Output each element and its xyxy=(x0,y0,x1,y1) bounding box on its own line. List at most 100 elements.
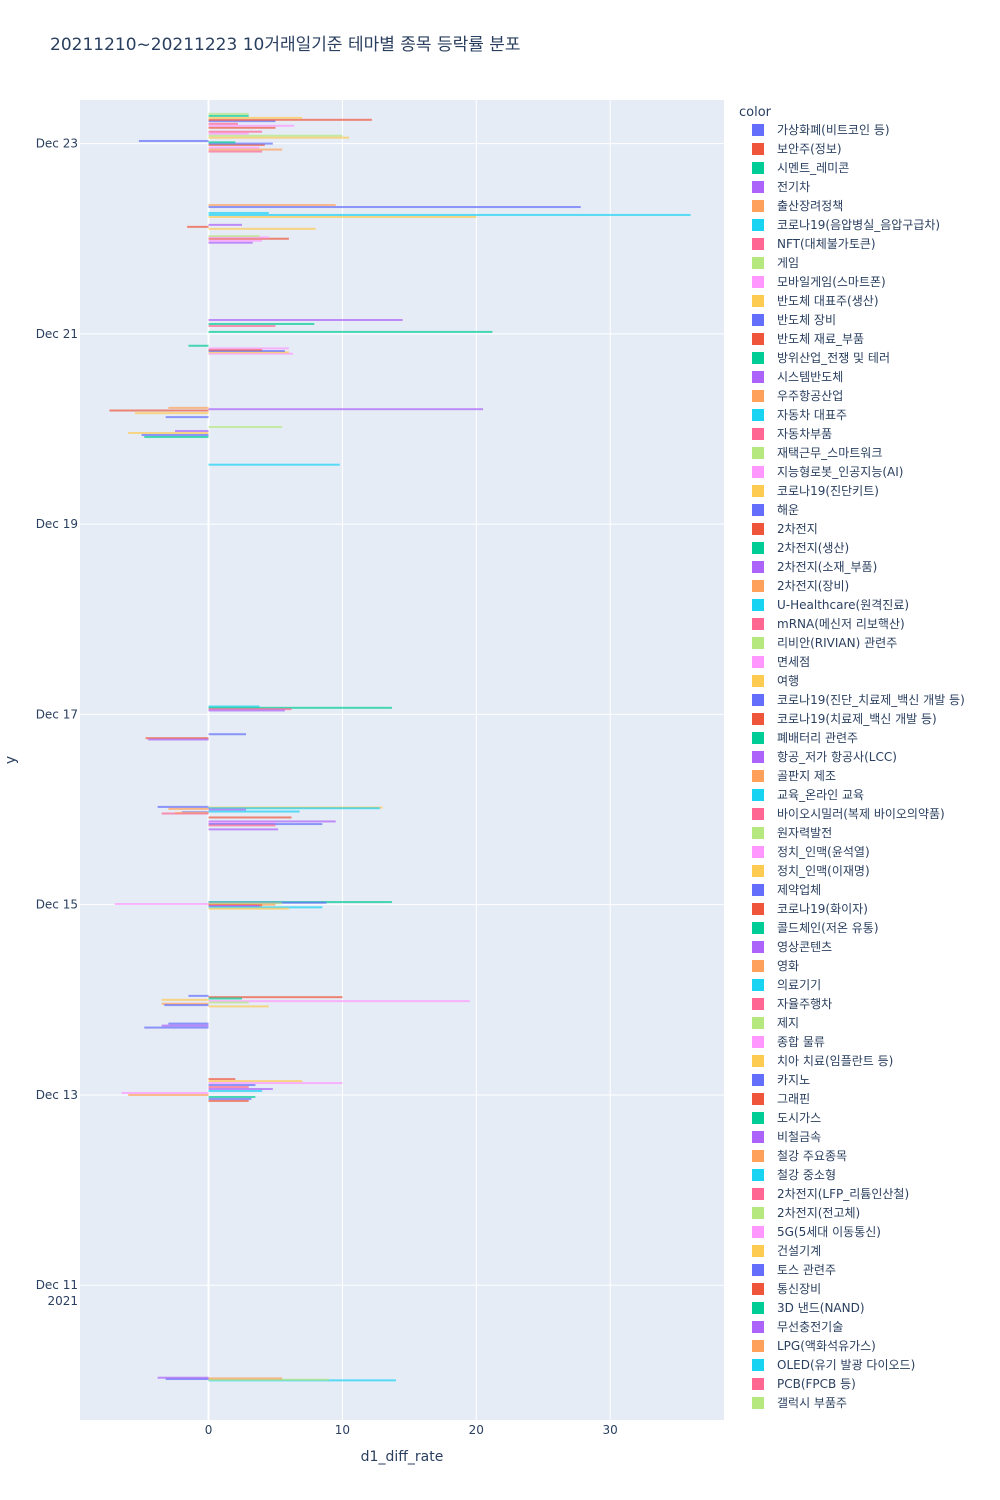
legend-item[interactable]: 반도체 대표주(생산) xyxy=(752,294,879,308)
legend-item[interactable]: 그래핀 xyxy=(752,1092,810,1106)
legend-swatch xyxy=(752,447,764,459)
legend-label: NFT(대체불가토큰) xyxy=(777,237,876,251)
legend-item[interactable]: 제약업체 xyxy=(752,882,821,897)
legend-item[interactable]: 자율주행차 xyxy=(752,996,832,1011)
legend-label: 전기차 xyxy=(777,180,810,194)
bar xyxy=(168,406,209,409)
legend-label: 골판지 제조 xyxy=(777,769,836,783)
legend-item[interactable]: 통신장비 xyxy=(752,1282,821,1296)
legend-item[interactable]: 비철금속 xyxy=(752,1130,821,1144)
bar xyxy=(208,236,269,239)
legend-item[interactable]: 5G(5세대 이동통신) xyxy=(752,1225,881,1239)
legend-item[interactable]: 게임 xyxy=(752,256,799,270)
legend-item[interactable]: 가상화폐(비트코인 등) xyxy=(752,123,890,137)
x-axis-ticks: 0 10 20 30 xyxy=(205,1423,618,1437)
bar xyxy=(208,124,295,127)
y-tick-label: Dec 19 xyxy=(36,517,78,531)
legend-item[interactable]: 항공_저가 항공사(LCC) xyxy=(752,750,897,764)
legend-item[interactable]: 원자력발전 xyxy=(752,826,832,840)
legend-item[interactable]: 2차전지(생산) xyxy=(752,541,849,555)
legend-item[interactable]: 골판지 제조 xyxy=(752,769,836,783)
legend-item[interactable]: 모바일게임(스마트폰) xyxy=(752,275,886,289)
bar xyxy=(208,1078,236,1081)
legend-item[interactable]: U-Healthcare(원격진료) xyxy=(752,598,909,612)
legend-label: 코로나19(화이자) xyxy=(777,902,868,916)
legend-item[interactable]: 정치_인맥(이재명) xyxy=(752,864,870,878)
legend-item[interactable]: 2차전지(LFP_리튬인산철) xyxy=(752,1187,909,1201)
legend-item[interactable]: 갤럭시 부품주 xyxy=(752,1396,847,1410)
legend-item[interactable]: PCB(FPCB 등) xyxy=(752,1377,856,1391)
legend-item[interactable]: 출산장려정책 xyxy=(752,198,843,213)
legend-item[interactable]: 재택근무_스마트워크 xyxy=(752,446,882,460)
legend-swatch xyxy=(752,257,764,269)
legend-item[interactable]: 영화 xyxy=(752,959,799,973)
legend-item[interactable]: 우주항공산업 xyxy=(752,389,843,403)
bar xyxy=(208,1084,256,1087)
legend-label: 반도체 재료_부품 xyxy=(777,332,864,346)
legend-item[interactable]: 철강 중소형 xyxy=(752,1168,836,1182)
legend-item[interactable]: 폐배터리 관련주 xyxy=(752,731,858,745)
legend-item[interactable]: 무선충전기술 xyxy=(752,1320,843,1334)
legend-label: 정치_인맥(이재명) xyxy=(777,864,870,878)
legend-item[interactable]: 토스 관련주 xyxy=(752,1263,836,1277)
legend-item[interactable]: 바이오시밀러(복제 바이오의약품) xyxy=(752,806,945,821)
legend-item[interactable]: 2차전지 xyxy=(752,522,818,536)
legend-item[interactable]: 코로나19(치료제_백신 개발 등) xyxy=(752,712,937,726)
legend-item[interactable]: 시스템반도체 xyxy=(752,370,843,384)
bar xyxy=(208,705,260,708)
legend-label: 시스템반도체 xyxy=(777,370,843,384)
legend-item[interactable]: 3D 낸드(NAND) xyxy=(752,1301,865,1315)
legend-item[interactable]: 시멘트_레미콘 xyxy=(752,161,849,175)
legend-item[interactable]: 코로나19(화이자) xyxy=(752,902,868,916)
legend-item[interactable]: 지능형로봇_인공지능(AI) xyxy=(752,465,903,479)
legend-item[interactable]: 해운 xyxy=(752,503,799,517)
legend-item[interactable]: 코로나19(진단키트) xyxy=(752,484,879,498)
legend-item[interactable]: 콜드체인(저온 유통) xyxy=(752,921,879,935)
legend-item[interactable]: 2차전지(소재_부품) xyxy=(752,560,877,574)
legend-item[interactable]: 교육_온라인 교육 xyxy=(752,788,864,802)
legend-item[interactable]: 여행 xyxy=(752,673,799,688)
legend-item[interactable]: 제지 xyxy=(752,1016,799,1030)
legend-item[interactable]: LPG(액화석유가스) xyxy=(752,1339,876,1353)
legend-item[interactable]: 카지노 xyxy=(752,1073,810,1087)
legend-item[interactable]: mRNA(메신저 리보핵산) xyxy=(752,617,905,631)
legend-swatch xyxy=(752,1131,764,1143)
legend-label: 영상콘텐츠 xyxy=(777,940,832,954)
bar xyxy=(208,118,372,121)
legend-item[interactable]: 반도체 장비 xyxy=(752,313,836,327)
legend-item[interactable]: NFT(대체불가토큰) xyxy=(752,237,876,251)
legend-item[interactable]: 보안주(정보) xyxy=(752,142,842,156)
bar xyxy=(161,998,209,1001)
bar xyxy=(157,1376,209,1379)
legend-item[interactable]: 정치_인맥(윤석열) xyxy=(752,845,870,859)
legend-item[interactable]: OLED(유기 발광 다이오드) xyxy=(752,1358,915,1372)
legend-item[interactable]: 도시가스 xyxy=(752,1111,821,1125)
bar xyxy=(208,733,247,736)
legend-item[interactable]: 자동차 대표주 xyxy=(752,408,847,422)
legend-swatch xyxy=(752,751,764,763)
legend-label: 영화 xyxy=(777,959,799,973)
legend-label: 교육_온라인 교육 xyxy=(777,788,864,802)
legend-item[interactable]: 의료기기 xyxy=(752,978,821,992)
legend-item[interactable]: 건설기계 xyxy=(752,1244,821,1258)
legend-item[interactable]: 전기차 xyxy=(752,180,810,194)
legend-item[interactable]: 리비안(RIVIAN) 관련주 xyxy=(752,636,897,650)
legend-item[interactable]: 영상콘텐츠 xyxy=(752,940,832,954)
legend-item[interactable]: 반도체 재료_부품 xyxy=(752,332,864,346)
legend-item[interactable]: 코로나19(진단_치료제_백신 개발 등) xyxy=(752,693,965,707)
legend-swatch xyxy=(752,1283,764,1295)
legend-item[interactable]: 종합 물류 xyxy=(752,1035,825,1049)
legend-label: 재택근무_스마트워크 xyxy=(777,446,882,460)
bar xyxy=(208,1005,269,1008)
legend-item[interactable]: 철강 주요종목 xyxy=(752,1149,847,1163)
legend-item[interactable]: 방위산업_전쟁 및 테러 xyxy=(752,351,890,365)
legend-swatch xyxy=(752,675,764,687)
legend-item[interactable]: 2차전지(전고체) xyxy=(752,1206,860,1220)
legend-item[interactable]: 코로나19(음압병실_음압구급차) xyxy=(752,218,940,232)
legend-item[interactable]: 치아 치료(임플란트 등) xyxy=(752,1054,893,1068)
legend-label: 3D 낸드(NAND) xyxy=(777,1301,865,1315)
legend-item[interactable]: 2차전지(장비) xyxy=(752,579,849,593)
legend-item[interactable]: 면세점 xyxy=(752,655,810,669)
legend-item[interactable]: 자동차부품 xyxy=(752,427,832,441)
